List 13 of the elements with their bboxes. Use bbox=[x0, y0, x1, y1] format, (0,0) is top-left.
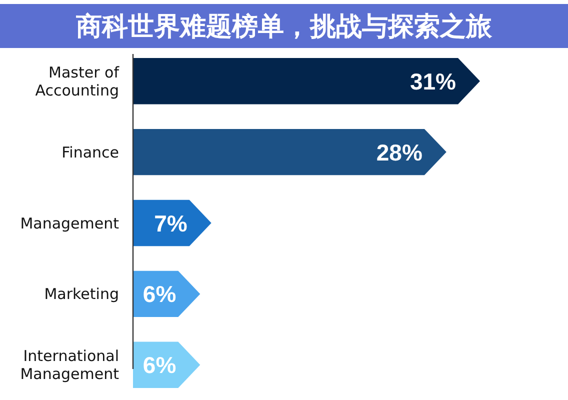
y-tick-label: International Management bbox=[20, 347, 120, 384]
y-tick-label: Finance bbox=[62, 143, 119, 162]
y-tick-label: Marketing bbox=[44, 285, 119, 304]
y-tick-label: Master of Accounting bbox=[35, 63, 120, 100]
bar bbox=[133, 128, 446, 176]
data-label: 7% bbox=[154, 210, 188, 236]
bar bbox=[133, 58, 480, 104]
data-label: 28% bbox=[376, 139, 422, 166]
data-label: 31% bbox=[410, 68, 456, 94]
data-label: 6% bbox=[142, 281, 176, 308]
y-tick-label: Management bbox=[20, 214, 120, 232]
data-label: 6% bbox=[142, 352, 176, 378]
chart-title: 商科世界难题榜单，挑战与探索之旅 bbox=[75, 12, 493, 42]
